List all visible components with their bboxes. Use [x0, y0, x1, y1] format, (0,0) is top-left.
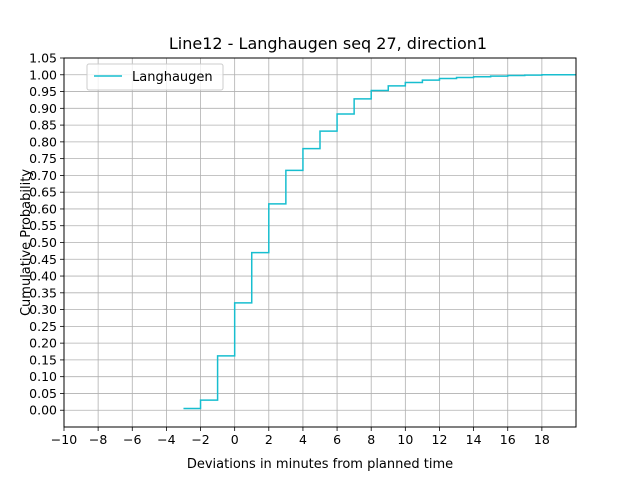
x-tick-label: 18 [534, 432, 550, 447]
y-tick-label: 0.00 [29, 403, 57, 418]
y-tick-label: 0.50 [29, 235, 57, 250]
y-tick-label: 0.55 [29, 218, 57, 233]
y-tick-label: 0.45 [29, 252, 57, 267]
x-tick-label: −8 [89, 432, 107, 447]
x-tick-label: −6 [123, 432, 141, 447]
y-tick-label: 0.75 [29, 151, 57, 166]
y-tick-label: 0.25 [29, 319, 57, 334]
y-tick-label: 0.70 [29, 168, 57, 183]
y-tick-label: 0.60 [29, 201, 57, 216]
x-tick-label: 0 [231, 432, 239, 447]
chart-title: Line12 - Langhaugen seq 27, direction1 [169, 34, 487, 53]
y-tick-label: 0.40 [29, 269, 57, 284]
y-axis-label: Cumulative Probability [19, 169, 34, 316]
x-tick-label: 8 [367, 432, 375, 447]
legend-box [86, 63, 224, 91]
series-line-langhaugen [183, 74, 576, 410]
x-tick-label: 12 [432, 432, 448, 447]
x-tick-label: 10 [397, 432, 413, 447]
legend-label: Langhaugen [132, 70, 213, 85]
y-axis-ticks: 0.00 0.05 0.10 0.150.20 0.25 0.30 0.350.40 0.45… [29, 51, 64, 418]
x-tick-label: −4 [157, 432, 175, 447]
y-tick-label: 0.10 [29, 369, 57, 384]
y-tick-label: 0.15 [29, 352, 57, 367]
legend: Langhaugen [86, 63, 224, 91]
y-tick-label: 0.80 [29, 134, 57, 149]
y-tick-label: 0.30 [29, 302, 57, 317]
series-layer [183, 74, 576, 410]
x-tick-label: 6 [333, 432, 341, 447]
x-axis-label: Deviations in minutes from planned time [187, 457, 453, 472]
x-tick-label: 4 [299, 432, 307, 447]
y-tick-label: 0.35 [29, 285, 57, 300]
y-tick-label: 0.20 [29, 336, 57, 351]
y-tick-label: 1.05 [29, 51, 57, 66]
y-tick-label: 0.95 [29, 84, 57, 99]
x-tick-label: 2 [265, 432, 273, 447]
y-tick-label: 0.05 [29, 386, 57, 401]
x-tick-label: −2 [191, 432, 209, 447]
y-tick-label: 0.65 [29, 185, 57, 200]
x-tick-label: 16 [500, 432, 516, 447]
x-tick-label: −10 [51, 432, 77, 447]
y-tick-label: 0.85 [29, 118, 57, 133]
x-axis-ticks: −10 −8 −6 −4 −2 0 2 4 6 8 10 12 14 16 18 [51, 427, 550, 447]
y-tick-label: 0.90 [29, 101, 57, 116]
y-tick-label: 1.00 [29, 67, 57, 82]
x-tick-label: 14 [466, 432, 482, 447]
